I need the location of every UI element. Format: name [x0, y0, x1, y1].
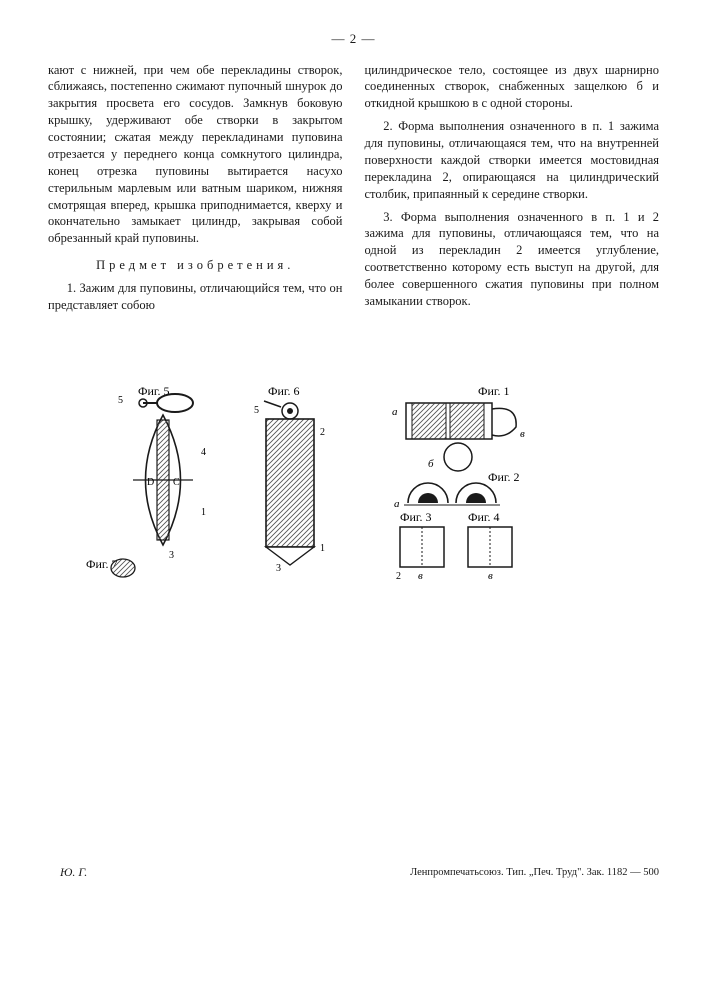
claims-heading: Предмет изобретения.: [48, 257, 343, 274]
claim-1: 1. Зажим для пуповины, отличающийся тем,…: [48, 280, 343, 314]
svg-text:5: 5: [118, 395, 123, 406]
figure-2: Фиг. 2 a: [394, 470, 519, 510]
left-column: кают с нижней, при чем обе перекладины с…: [48, 62, 343, 320]
printer-imprint: Ленпромпечатьсоюз. Тип. „Печ. Труд". Зак…: [410, 866, 659, 880]
claim-2: 2. Форма выполнения означенного в п. 1 з…: [365, 118, 660, 202]
claim-1-continued: цилиндрическое тело, состоящее из двух ш…: [365, 62, 660, 113]
svg-text:3: 3: [276, 563, 281, 574]
svg-text:б: б: [428, 458, 434, 470]
text-columns: кают с нижней, при чем обе перекладины с…: [48, 62, 659, 320]
figures-svg: Фиг. 5 5 4 1 D C 3 Фиг. 7: [48, 375, 659, 635]
svg-text:a: a: [392, 406, 398, 418]
continuation-paragraph: кают с нижней, при чем обе перекладины с…: [48, 62, 343, 248]
fig1-label: Фиг. 1: [478, 384, 509, 398]
claim-3: 3. Форма выполнения означенного в п. 1 и…: [365, 209, 660, 310]
svg-text:в: в: [520, 428, 525, 440]
fig3-label: Фиг. 3: [400, 510, 431, 524]
svg-text:2: 2: [320, 427, 325, 438]
figure-7: Фиг. 7: [86, 557, 135, 577]
patent-page: — 2 — кают с нижней, при чем обе перекла…: [0, 0, 707, 655]
figure-4: Фиг. 4 в: [468, 510, 512, 582]
svg-text:2: 2: [396, 571, 401, 582]
figure-5: Фиг. 5 5 4 1 D C 3: [118, 384, 206, 561]
svg-text:в: в: [488, 570, 493, 582]
svg-text:1: 1: [320, 543, 325, 554]
figure-3: Фиг. 3 2 в: [396, 510, 444, 582]
right-column: цилиндрическое тело, состоящее из двух ш…: [365, 62, 660, 320]
figure-6: Фиг. 6 5 2 1 3: [254, 384, 325, 574]
fig2-label: Фиг. 2: [488, 470, 519, 484]
fig4-label: Фиг. 4: [468, 510, 499, 524]
figure-1: Фиг. 1 a б в: [392, 384, 525, 471]
svg-text:D: D: [147, 477, 154, 488]
svg-text:1: 1: [201, 507, 206, 518]
svg-text:C: C: [173, 477, 180, 488]
editor-initials: Ю. Г.: [60, 864, 87, 880]
svg-text:5: 5: [254, 405, 259, 416]
svg-text:4: 4: [201, 447, 206, 458]
page-number: — 2 —: [48, 30, 659, 48]
svg-text:a: a: [394, 498, 400, 510]
fig6-label: Фиг. 6: [268, 384, 299, 398]
svg-text:3: 3: [169, 550, 174, 561]
svg-text:в: в: [418, 570, 423, 582]
figures-plate: Фиг. 5 5 4 1 D C 3 Фиг. 7: [48, 375, 659, 635]
